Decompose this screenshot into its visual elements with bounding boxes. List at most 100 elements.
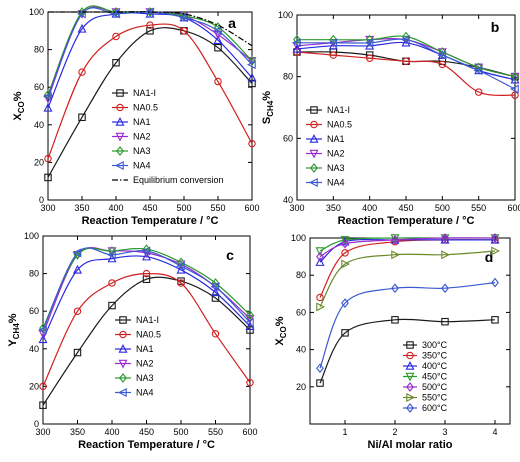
data-point-na0-5	[211, 330, 220, 338]
y-axis-label: XCO%	[274, 316, 288, 345]
x-tick-label: 400	[362, 203, 377, 213]
x-tick-label: 500	[176, 203, 191, 213]
legend-label-na2: NA2	[133, 132, 151, 142]
legend-label-na1: NA1	[133, 117, 151, 127]
data-point-550c	[441, 250, 451, 260]
data-point-400c	[315, 257, 325, 266]
legend-marker-600c	[406, 403, 414, 413]
legend-label-na3: NA3	[133, 146, 151, 156]
legend-marker-300c	[406, 341, 414, 349]
data-point-na1-i	[108, 301, 116, 310]
data-point-na3	[511, 71, 519, 82]
series-na4	[291, 35, 519, 94]
data-point-na4	[400, 35, 410, 45]
x-tick-label: 450	[139, 427, 154, 437]
y-axis-label: YCH4%	[7, 313, 21, 346]
data-point-na3	[365, 34, 374, 45]
y-tick-label: 0	[34, 419, 39, 429]
data-point-450c	[315, 247, 325, 257]
legend-label-550c: 550°C	[422, 393, 448, 403]
data-point-500c	[441, 233, 449, 243]
x-tick-label: 300	[40, 203, 55, 213]
x-tick-label: 600	[242, 427, 257, 437]
series-550c	[316, 246, 501, 312]
legend-marker-na1	[115, 116, 125, 126]
y-tick-label: 20	[296, 382, 306, 392]
x-tick-label: 300	[35, 427, 50, 437]
data-point-na4	[212, 26, 222, 36]
data-point-na3	[402, 31, 410, 42]
legend-marker-na2	[118, 359, 128, 369]
y-tick-label: 80	[283, 72, 293, 82]
legend-label-na1: NA1	[136, 344, 154, 354]
panel-a: 300 350 400 450 500 550 600 0 20 40 60 80 100 Reactio…	[12, 5, 260, 227]
data-point-na1-i	[146, 27, 154, 35]
x-tick-label: 400	[104, 427, 119, 437]
data-point-na1-i	[78, 113, 86, 122]
y-tick-label: 60	[34, 82, 44, 92]
data-point-na0-5	[248, 139, 256, 148]
data-point-350c	[341, 249, 349, 257]
data-point-na0-5	[180, 27, 188, 35]
data-point-na4	[244, 317, 254, 327]
data-point-na1	[510, 74, 520, 84]
data-point-na0-5	[146, 21, 154, 29]
legend-marker-na2	[115, 132, 125, 142]
legend-label-300c: 300°C	[422, 340, 448, 350]
x-tick-label: 3	[442, 427, 447, 437]
data-point-na0-5	[39, 382, 47, 391]
data-point-na3	[474, 62, 483, 73]
legend-label-400c: 400°C	[422, 361, 448, 371]
data-point-na0-5	[511, 91, 519, 99]
data-point-na0-5	[329, 51, 338, 59]
legend-marker-na1-i	[116, 89, 124, 97]
legend-marker-na4	[117, 387, 127, 398]
data-point-na0-5	[78, 68, 86, 76]
legend-marker-na1-i	[310, 106, 318, 114]
legend-label-450c: 450°C	[422, 372, 448, 382]
data-point-na4	[291, 38, 301, 48]
data-point-na0-5	[438, 60, 447, 69]
series-line-na3	[296, 35, 516, 78]
data-point-na1	[292, 43, 302, 53]
data-point-350c	[316, 293, 324, 302]
y-tick-label: 80	[29, 269, 39, 279]
x-tick-label: 550	[471, 203, 486, 213]
legend-label-na4: NA4	[327, 178, 345, 188]
data-point-na0-5	[214, 77, 222, 86]
legend-label-na1: NA1	[327, 134, 345, 144]
legend-marker-na3	[310, 163, 318, 173]
legend-label-na0-5: NA0.5	[133, 103, 158, 113]
legend-label-na1-i: NA1-I	[136, 315, 159, 325]
data-point-na0-5	[108, 279, 116, 287]
legend: NA1-I NA0.5 NA1 NA2 NA3 NA4	[115, 315, 161, 398]
legend-marker-550c	[406, 392, 416, 403]
data-point-300c	[441, 317, 449, 326]
y-tick-label: 60	[283, 133, 293, 143]
data-point-na4	[364, 38, 374, 48]
series-line-na4	[42, 247, 251, 331]
series-na3	[293, 31, 519, 82]
series-line-na1-i	[42, 276, 251, 406]
y-tick-label: 80	[34, 45, 44, 55]
legend: NA1-I NA0.5 NA1 NA2 NA3 NA4 Equilibrium conver…	[112, 88, 224, 185]
legend-marker-na4	[114, 160, 124, 171]
data-point-na4	[42, 92, 52, 102]
data-point-na0-5	[365, 54, 374, 62]
legend-label-600c: 600°C	[422, 403, 448, 413]
data-point-na1-i	[112, 59, 120, 67]
data-point-na3	[438, 47, 447, 57]
y-tick-label: 20	[29, 381, 39, 391]
x-tick-label: 500	[435, 203, 450, 213]
legend-marker-na0-5	[310, 120, 318, 129]
data-point-550c	[491, 246, 501, 256]
legend-label-na0-5: NA0.5	[327, 120, 352, 130]
series-line-500c	[319, 237, 496, 258]
series-line-na4	[297, 38, 516, 90]
x-tick-label: 350	[70, 427, 85, 437]
x-tick-label: 600	[244, 203, 259, 213]
legend-label-na1-i: NA1-I	[133, 88, 156, 98]
data-point-na4	[509, 84, 519, 94]
x-tick-label: 350	[326, 203, 341, 213]
data-point-600c	[391, 283, 399, 294]
